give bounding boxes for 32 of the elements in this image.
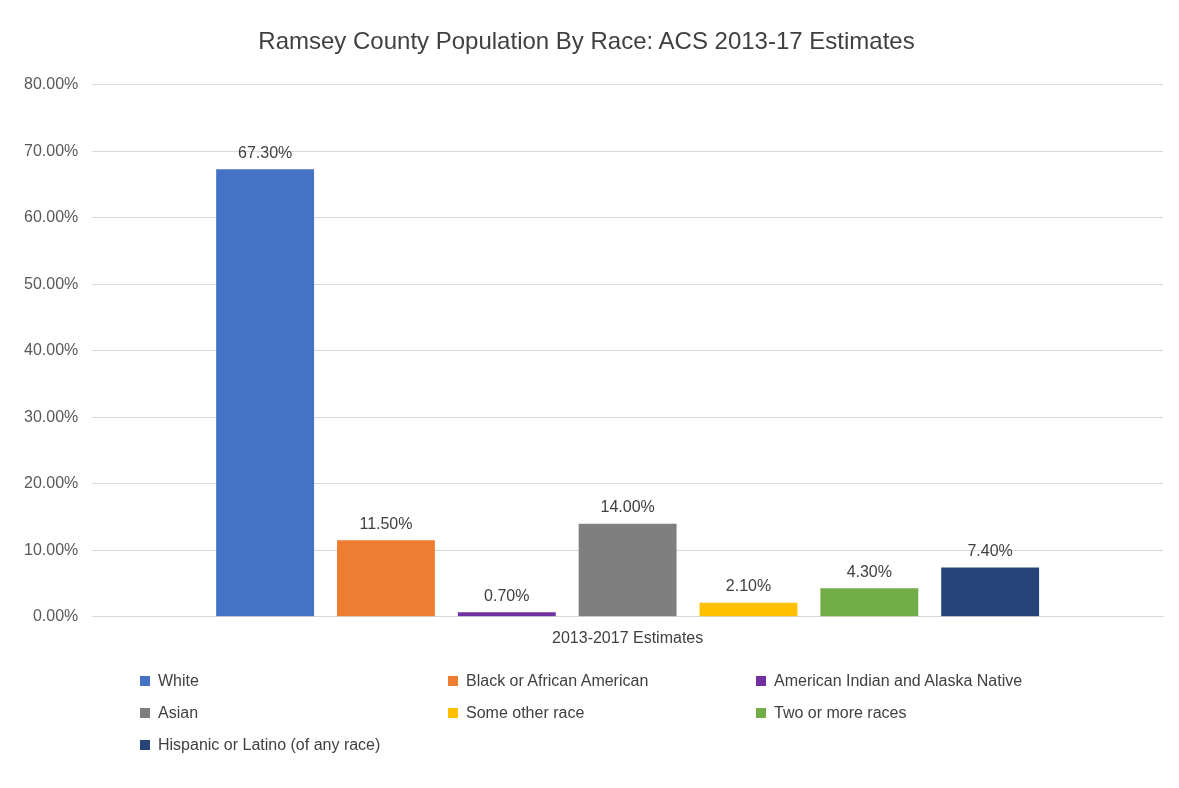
legend-label: Black or African American [466, 672, 649, 690]
bar [699, 602, 798, 617]
y-tick-label: 50.00% [24, 274, 79, 292]
bar [216, 169, 315, 617]
y-tick-label: 60.00% [24, 208, 79, 226]
y-tick-label: 20.00% [24, 474, 79, 492]
legend-label: Some other race [466, 704, 585, 722]
y-tick-label: 40.00% [24, 341, 79, 359]
bar [578, 523, 677, 617]
data-label: 2.10% [725, 577, 772, 595]
y-tick-label: 70.00% [24, 141, 79, 159]
legend-label: Asian [158, 704, 199, 722]
bar [457, 612, 556, 617]
data-label: 14.00% [600, 498, 655, 516]
data-label: 67.30% [237, 143, 293, 161]
data-label: 4.30% [846, 562, 892, 580]
y-tick-label: 0.00% [32, 607, 79, 625]
legend-label: Hispanic or Latino (of any race) [158, 736, 381, 754]
data-label: 7.40% [967, 542, 1013, 559]
data-label: 0.70% [484, 586, 530, 604]
bar [820, 588, 919, 617]
y-tick-label: 80.00% [24, 75, 79, 93]
bar [337, 540, 435, 617]
bar [941, 567, 1040, 617]
legend-label: Two or more races [774, 704, 907, 722]
legend-label: White [158, 672, 199, 690]
data-label: 11.50% [359, 514, 413, 532]
chart-title: Ramsey County Population By Race: ACS 2013-17 Estimates [258, 27, 915, 55]
legend-label: American Indian and Alaska Native [774, 672, 1023, 690]
y-tick-label: 30.00% [24, 407, 79, 425]
y-tick-label: 10.00% [24, 540, 79, 558]
x-tick-label: 2013-2017 Estimates [552, 628, 704, 646]
